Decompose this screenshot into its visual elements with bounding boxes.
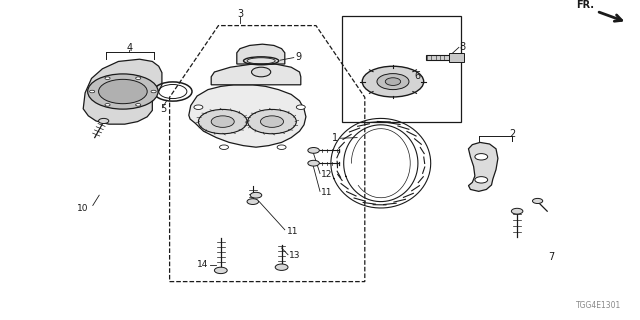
Text: 10: 10 [77, 204, 89, 213]
Circle shape [377, 74, 409, 90]
Text: 8: 8 [460, 42, 466, 52]
Text: 2: 2 [509, 129, 515, 140]
Text: 11: 11 [321, 188, 333, 197]
Polygon shape [237, 44, 285, 64]
Circle shape [136, 104, 141, 106]
Circle shape [198, 109, 247, 134]
Text: 5: 5 [160, 104, 166, 114]
Text: 7: 7 [548, 252, 555, 262]
Circle shape [194, 105, 203, 109]
Circle shape [220, 145, 228, 149]
Circle shape [105, 104, 110, 106]
Circle shape [90, 90, 95, 93]
Circle shape [385, 78, 401, 85]
Text: TGG4E1301: TGG4E1301 [575, 301, 621, 310]
Text: 14: 14 [196, 260, 208, 269]
Circle shape [99, 79, 147, 104]
Text: 13: 13 [289, 252, 301, 260]
Circle shape [250, 192, 262, 198]
Polygon shape [468, 142, 498, 191]
Circle shape [260, 116, 284, 127]
Circle shape [296, 105, 305, 109]
Circle shape [105, 77, 110, 79]
Circle shape [511, 208, 523, 214]
Bar [342, 16, 461, 122]
Text: 12: 12 [321, 170, 333, 179]
Polygon shape [189, 85, 306, 147]
Text: 3: 3 [237, 9, 243, 20]
Circle shape [475, 154, 488, 160]
Circle shape [252, 67, 271, 77]
Circle shape [151, 90, 156, 93]
Circle shape [475, 177, 488, 183]
Circle shape [362, 66, 424, 97]
Circle shape [99, 118, 109, 124]
Circle shape [275, 264, 288, 270]
Circle shape [247, 199, 259, 204]
Text: 6: 6 [415, 71, 421, 81]
Polygon shape [211, 64, 301, 85]
Text: 4: 4 [126, 43, 132, 53]
Bar [426, 55, 451, 60]
Circle shape [308, 148, 319, 153]
Circle shape [248, 109, 296, 134]
Circle shape [88, 74, 158, 109]
Polygon shape [83, 59, 162, 124]
Circle shape [211, 116, 234, 127]
Text: 11: 11 [287, 227, 298, 236]
Circle shape [214, 267, 227, 274]
Text: 9: 9 [296, 52, 302, 62]
FancyBboxPatch shape [449, 53, 464, 62]
Circle shape [277, 145, 286, 149]
Circle shape [308, 160, 319, 166]
Circle shape [532, 198, 543, 204]
Circle shape [136, 77, 141, 79]
Text: 1: 1 [332, 133, 338, 143]
Text: FR.: FR. [576, 0, 594, 10]
